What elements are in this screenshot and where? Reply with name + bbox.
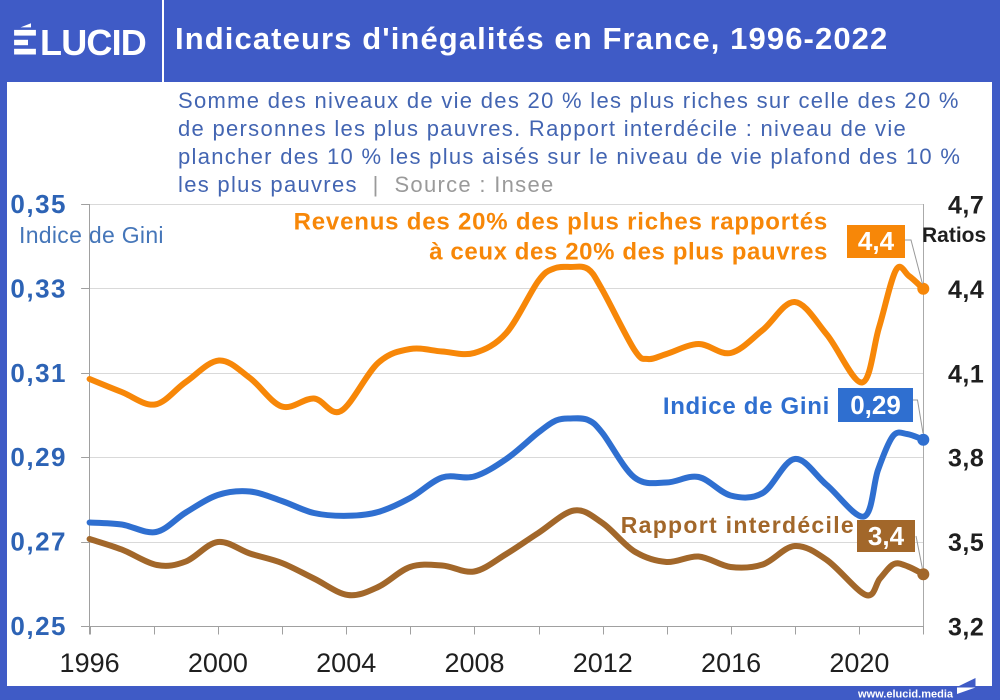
- svg-text:0,27: 0,27: [10, 527, 67, 557]
- svg-text:2008: 2008: [444, 648, 504, 678]
- svg-text:0,31: 0,31: [10, 358, 67, 388]
- svg-text:Indice de Gini: Indice de Gini: [663, 393, 830, 420]
- svg-text:4,1: 4,1: [948, 360, 984, 388]
- svg-text:3,4: 3,4: [868, 521, 905, 551]
- svg-text:2004: 2004: [316, 648, 376, 678]
- svg-text:4,4: 4,4: [948, 276, 984, 304]
- svg-text:0,29: 0,29: [10, 442, 67, 472]
- svg-text:Indice de Gini: Indice de Gini: [19, 222, 164, 248]
- svg-text:2016: 2016: [701, 648, 761, 678]
- svg-text:3,8: 3,8: [948, 445, 984, 473]
- svg-text:0,35: 0,35: [10, 189, 67, 219]
- svg-text:www.elucid.media: www.elucid.media: [857, 689, 954, 700]
- svg-text:3,2: 3,2: [948, 614, 984, 642]
- svg-text:3,5: 3,5: [948, 529, 984, 557]
- svg-text:0,29: 0,29: [850, 390, 901, 420]
- svg-text:2020: 2020: [829, 648, 889, 678]
- svg-text:0,25: 0,25: [10, 611, 67, 641]
- svg-text:à ceux des 20% des plus pauvre: à ceux des 20% des plus pauvres: [429, 239, 828, 266]
- svg-text:4,7: 4,7: [948, 192, 984, 220]
- svg-text:Rapport interdécile: Rapport interdécile: [621, 512, 855, 538]
- svg-text:0,33: 0,33: [10, 273, 67, 303]
- svg-text:4,4: 4,4: [858, 226, 895, 256]
- svg-text:Revenus des 20% des plus riche: Revenus des 20% des plus riches rapporté…: [294, 209, 828, 236]
- svg-text:2000: 2000: [188, 648, 248, 678]
- svg-text:Ratios: Ratios: [922, 224, 986, 247]
- svg-text:1996: 1996: [60, 648, 120, 678]
- svg-text:2012: 2012: [573, 648, 633, 678]
